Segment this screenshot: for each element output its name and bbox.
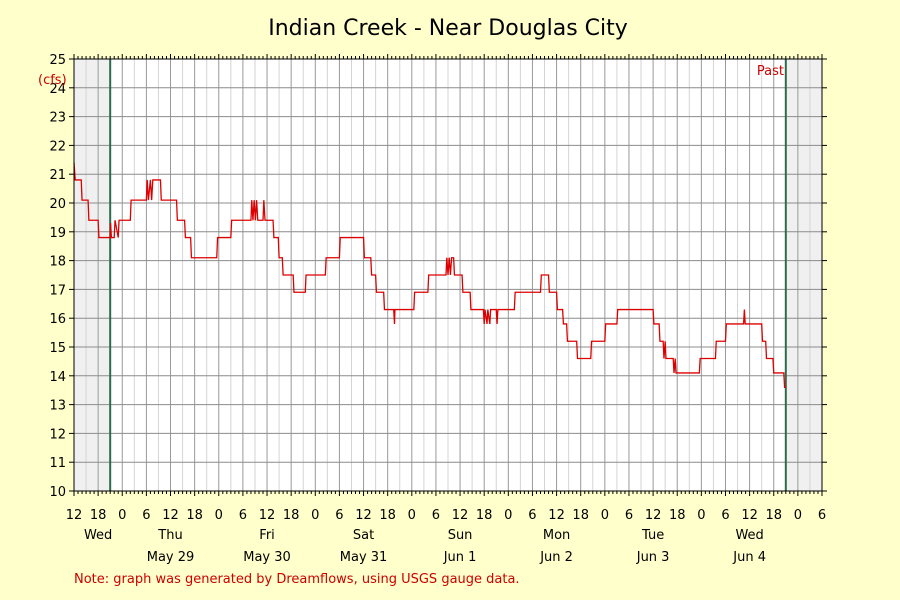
x-tick-label: 0 <box>311 508 319 523</box>
y-tick-label: 14 <box>49 370 66 385</box>
x-tick-label: 18 <box>186 508 203 523</box>
x-tick-label: 18 <box>669 508 686 523</box>
x-tick-label: 6 <box>432 508 440 523</box>
y-tick-label: 23 <box>49 111 66 126</box>
series-layer <box>73 162 786 388</box>
axis-ticks <box>69 54 827 496</box>
day-label: Sun <box>448 528 473 543</box>
y-tick-labels: 10 11 12 13 14 15 16 17 18 19 20 21 22 23 24 25 <box>49 53 66 500</box>
x-tick-label: 6 <box>239 508 247 523</box>
series-line <box>73 162 786 388</box>
y-tick-label: 15 <box>49 341 66 356</box>
x-tick-label: 6 <box>528 508 536 523</box>
x-tick-label: 12 <box>259 508 276 523</box>
date-label: Jun 2 <box>539 550 573 565</box>
date-label: May 29 <box>147 550 195 565</box>
x-tick-label: 0 <box>215 508 223 523</box>
y-tick-label: 18 <box>49 255 66 270</box>
day-label: Wed <box>84 528 112 543</box>
day-markers <box>109 59 787 491</box>
y-tick-label: 13 <box>49 399 66 414</box>
x-tick-label: 6 <box>335 508 343 523</box>
shade-right <box>785 59 822 491</box>
x-tick-label: 18 <box>90 508 107 523</box>
x-tick-label: 6 <box>721 508 729 523</box>
date-label: May 31 <box>340 550 388 565</box>
day-label: Sat <box>353 528 374 543</box>
x-tick-label: 12 <box>741 508 758 523</box>
x-tick-label: 0 <box>504 508 512 523</box>
y-tick-label: 10 <box>49 485 66 500</box>
shaded-regions <box>74 59 822 491</box>
x-tick-label: 0 <box>794 508 802 523</box>
footnote: Note: graph was generated by Dreamflows,… <box>74 572 520 587</box>
x-tick-label: 0 <box>408 508 416 523</box>
x-tick-label: 6 <box>142 508 150 523</box>
y-tick-label: 16 <box>49 312 66 327</box>
day-label: Thu <box>157 528 182 543</box>
day-label: Wed <box>735 528 763 543</box>
y-tick-label: 12 <box>49 427 66 442</box>
y-tick-label: 25 <box>49 53 66 68</box>
y-tick-label: 21 <box>49 168 66 183</box>
x-tick-label: 12 <box>452 508 469 523</box>
day-label: Fri <box>259 528 275 543</box>
day-label: Mon <box>543 528 570 543</box>
x-tick-label: 18 <box>283 508 300 523</box>
day-label: Tue <box>641 528 664 543</box>
x-tick-label: 18 <box>379 508 396 523</box>
x-tick-label: 0 <box>601 508 609 523</box>
y-tick-label: 24 <box>49 82 66 97</box>
x-tick-label: 12 <box>548 508 565 523</box>
x-tick-label: 6 <box>625 508 633 523</box>
date-label: Jun 4 <box>732 550 766 565</box>
day-labels: Wed Thu May 29 Fri May 30 Sat May 31 Sun Jun 1 Mo… <box>84 528 766 565</box>
y-tick-label: 11 <box>49 456 66 471</box>
date-label: May 30 <box>243 550 291 565</box>
x-tick-label: 12 <box>645 508 662 523</box>
x-tick-labels: 12 18 0 6 12 18 0 6 12 18 0 6 12 18 0 6 12 18 0 6 12 18 0 6 12 18… <box>66 508 826 523</box>
x-tick-label: 18 <box>476 508 493 523</box>
y-tick-label: 22 <box>49 139 66 154</box>
y-tick-label: 17 <box>49 283 66 298</box>
past-label: Past <box>757 64 784 79</box>
y-tick-label: 20 <box>49 197 66 212</box>
chart-title: Indian Creek - Near Douglas City <box>268 16 628 41</box>
x-tick-label: 0 <box>118 508 126 523</box>
x-tick-label: 18 <box>572 508 589 523</box>
x-tick-label: 0 <box>697 508 705 523</box>
date-label: Jun 1 <box>443 550 477 565</box>
y-axis-unit: (cfs) <box>38 73 67 88</box>
date-label: Jun 3 <box>636 550 670 565</box>
x-tick-label: 12 <box>66 508 83 523</box>
shade-left <box>74 59 111 491</box>
y-tick-label: 19 <box>49 226 66 241</box>
x-tick-label: 12 <box>162 508 179 523</box>
x-tick-label: 6 <box>818 508 826 523</box>
x-tick-label: 12 <box>355 508 372 523</box>
x-tick-label: 18 <box>765 508 782 523</box>
